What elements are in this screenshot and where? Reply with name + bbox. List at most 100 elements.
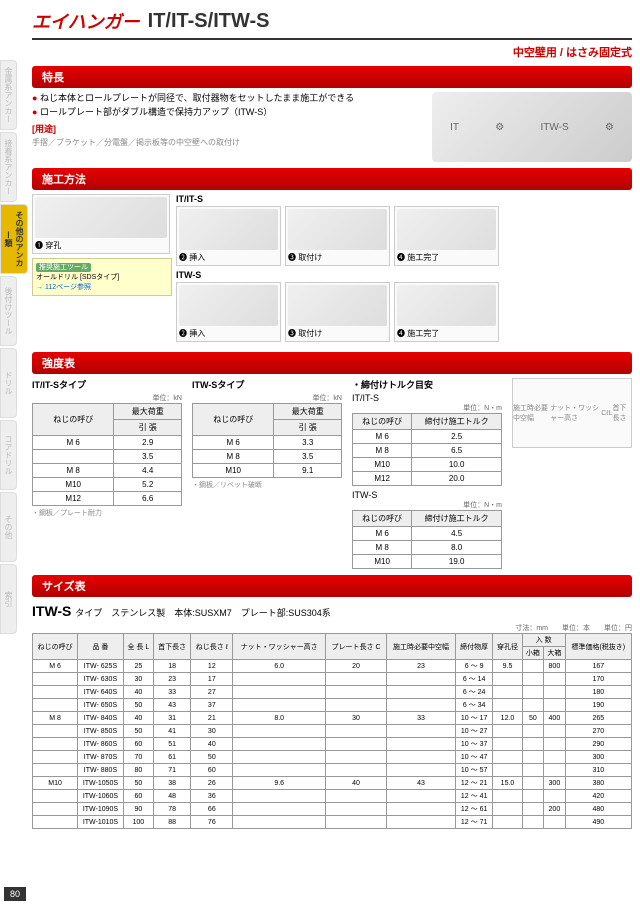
tbl-title: IT/IT-Sタイプ: [32, 378, 182, 391]
step-label: ❷ 挿入: [179, 250, 278, 263]
drill-image: [35, 197, 167, 238]
tbl-unit: 単位：N・m: [352, 500, 502, 510]
side-tab[interactable]: コアドリル: [0, 420, 17, 490]
size-title: ITW-S タイプ ステンレス製 本体:SUSXM7 プレート部:SUS304系: [32, 603, 632, 619]
table-row: ITW- 630S3023176 ～ 14170: [33, 673, 632, 686]
size-table: ねじの呼び品 番全 長 L首下長さねじ長さ ℓナット・ワッシャー高さプレート長さ…: [32, 633, 632, 829]
tbl-unit: 単位：N・m: [352, 403, 502, 413]
step-image: [179, 209, 278, 250]
section-strength: 強度表: [32, 352, 632, 374]
model-code: IT/IT-S/ITW-S: [148, 10, 270, 33]
step-image: [397, 285, 496, 326]
feature-2: ロールプレート部がダブル構造で保持力アップ（ITW-S）: [32, 106, 424, 120]
step-image: [288, 285, 387, 326]
table-row: ITW-1060S60483612 ～ 41420: [33, 790, 632, 803]
method-step: ❹ 施工完了: [394, 206, 499, 266]
table-row: ITW- 640S4033276 ～ 24180: [33, 686, 632, 699]
method-row1-label: IT/IT-S: [176, 194, 499, 204]
side-tab[interactable]: その他: [0, 492, 17, 562]
dim-label: ナット・ワッシャー高さ: [550, 403, 601, 423]
step-label: ❶ 穿孔: [35, 238, 167, 251]
step-label: ❸ 取付け: [288, 326, 387, 339]
strength-row: IT/IT-Sタイプ 単位：kN ねじの呼び最大荷重引 張M 62.93.5M …: [32, 378, 632, 569]
table-row: M10ITW-1050S5038269.6404312 ～ 2115.03003…: [33, 777, 632, 790]
size-model: ITW-S: [32, 603, 71, 619]
page-number: 80: [4, 887, 26, 901]
tool-box: 推奨施工ツール オールドリル [SDSタイプ] → 112ページ参照: [32, 258, 172, 296]
dimension-diagram: 施工時必要中空幅ナット・ワッシャー高さCℓL首下長さ: [512, 378, 632, 448]
step-label: ❷ 挿入: [179, 326, 278, 339]
product-label-itws: ITW-S: [540, 122, 568, 133]
catalog-page: 金属系アンカー接着系アンカーその他のアンカー類後付けツールドリルコアドリルその他…: [0, 0, 640, 905]
torque-sub: IT/IT-S: [352, 393, 502, 403]
method-step: ❷ 挿入: [176, 206, 281, 266]
table-row: ITW- 870S70615010 ～ 47300: [33, 751, 632, 764]
method-step: ❷ 挿入: [176, 282, 281, 342]
method-row-1: ❷ 挿入 ❸ 取付け ❹ 施工完了: [176, 206, 499, 266]
strength-itw: ITW-Sタイプ 単位：kN ねじの呼び最大荷重引 張M 63.3M 83.5M…: [192, 378, 342, 490]
header-subtitle: 中空壁用 / はさみ固定式: [32, 44, 632, 60]
product-label-it: IT: [450, 122, 459, 133]
table-row: ITW- 860S60514010 ～ 37290: [33, 738, 632, 751]
torque-title: ・締付けトルク目安: [352, 378, 502, 391]
side-tab[interactable]: 後付けツール: [0, 276, 17, 346]
method-step: ❸ 取付け: [285, 206, 390, 266]
step-label: ❹ 施工完了: [397, 250, 496, 263]
dim-label: 首下長さ: [612, 403, 631, 423]
bolt-icon: ⚙: [605, 122, 614, 133]
table-row: ITW- 850S50413010 ～ 27270: [33, 725, 632, 738]
tbl-unit: 単位：kN: [32, 393, 182, 403]
table-row: ITW-1090S90786612 ～ 61200480: [33, 803, 632, 816]
table-row: M 6ITW- 625S2518126.020236 ～ 99.5800167: [33, 660, 632, 673]
method-row-2: ❷ 挿入 ❸ 取付け ❹ 施工完了: [176, 282, 499, 342]
dim-label: 施工時必要中空幅: [513, 403, 550, 423]
torque-table-itw: ねじの呼び締付け施工トルクM 64.5M 88.0M1019.0: [352, 510, 502, 569]
usage-label: [用途]: [32, 123, 424, 137]
brand-logo: エイハンガー: [32, 8, 140, 34]
step-image: [397, 209, 496, 250]
drill-step: ❶ 穿孔: [32, 194, 170, 254]
step-label: ❸ 取付け: [288, 250, 387, 263]
side-tab[interactable]: 索引: [0, 564, 17, 634]
step-label: ❹ 施工完了: [397, 326, 496, 339]
step-image: [288, 209, 387, 250]
strength-table-it: ねじの呼び最大荷重引 張M 62.93.5M 84.4M105.2M126.6: [32, 403, 182, 506]
side-tab[interactable]: 金属系アンカー: [0, 60, 17, 130]
bolt-icon: ⚙: [495, 122, 504, 133]
strength-it: IT/IT-Sタイプ 単位：kN ねじの呼び最大荷重引 張M 62.93.5M …: [32, 378, 182, 518]
section-features: 特長: [32, 66, 632, 88]
table-row: M 8ITW- 840S4031218.0303310 ～ 1712.05040…: [33, 712, 632, 725]
section-method: 施工方法: [32, 168, 632, 190]
method-step: ❸ 取付け: [285, 282, 390, 342]
tool-text: オールドリル [SDSタイプ]: [36, 272, 168, 282]
table-row: ITW- 880S80716010 ～ 57310: [33, 764, 632, 777]
tbl-unit: 単位：kN: [192, 393, 342, 403]
features-row: ねじ本体とロールプレートが同径で、取付器物をセットしたまま施工ができる ロールプ…: [32, 92, 632, 162]
table-row: ITW-1010S100887612 ～ 71490: [33, 816, 632, 829]
step-image: [179, 285, 278, 326]
torque-block: ・締付けトルク目安 IT/IT-S 単位：N・m ねじの呼び締付け施工トルクM …: [352, 378, 502, 569]
tool-ref: → 112ページ参照: [36, 282, 168, 292]
method-block: ❶ 穿孔 推奨施工ツール オールドリル [SDSタイプ] → 112ページ参照 …: [32, 194, 632, 346]
side-tab[interactable]: ドリル: [0, 348, 17, 418]
features-list: ねじ本体とロールプレートが同径で、取付器物をセットしたまま施工ができる ロールプ…: [32, 92, 424, 162]
method-row2-label: ITW-S: [176, 270, 499, 280]
side-tabs: 金属系アンカー接着系アンカーその他のアンカー類後付けツールドリルコアドリルその他…: [0, 60, 24, 636]
section-size: サイズ表: [32, 575, 632, 597]
page-header: エイハンガー IT/IT-S/ITW-S: [32, 8, 632, 40]
tbl-note: ・鋼板／プレート耐力: [32, 508, 182, 518]
method-left: ❶ 穿孔 推奨施工ツール オールドリル [SDSタイプ] → 112ページ参照: [32, 194, 172, 346]
product-image: IT ⚙ ITW-S ⚙: [432, 92, 632, 162]
method-right: IT/IT-S ❷ 挿入 ❸ 取付け ❹ 施工完了 ITW-S ❷ 挿入 ❸ 取付け ❹…: [176, 194, 499, 346]
method-step: ❹ 施工完了: [394, 282, 499, 342]
size-units: 寸法：mm 単位：本 単位：円: [32, 623, 632, 633]
tbl-title: ITW-Sタイプ: [192, 378, 342, 391]
side-tab[interactable]: その他のアンカー類: [0, 204, 28, 274]
feature-1: ねじ本体とロールプレートが同径で、取付器物をセットしたまま施工ができる: [32, 92, 424, 106]
torque-sub2: ITW-S: [352, 490, 502, 500]
table-row: ITW- 650S5043376 ～ 34190: [33, 699, 632, 712]
side-tab[interactable]: 接着系アンカー: [0, 132, 17, 202]
torque-table-it: ねじの呼び締付け施工トルクM 62.5M 86.5M1010.0M1220.0: [352, 413, 502, 486]
strength-table-itw: ねじの呼び最大荷重引 張M 63.3M 83.5M109.1: [192, 403, 342, 478]
tbl-note: ・鋼板／リベット破断: [192, 480, 342, 490]
